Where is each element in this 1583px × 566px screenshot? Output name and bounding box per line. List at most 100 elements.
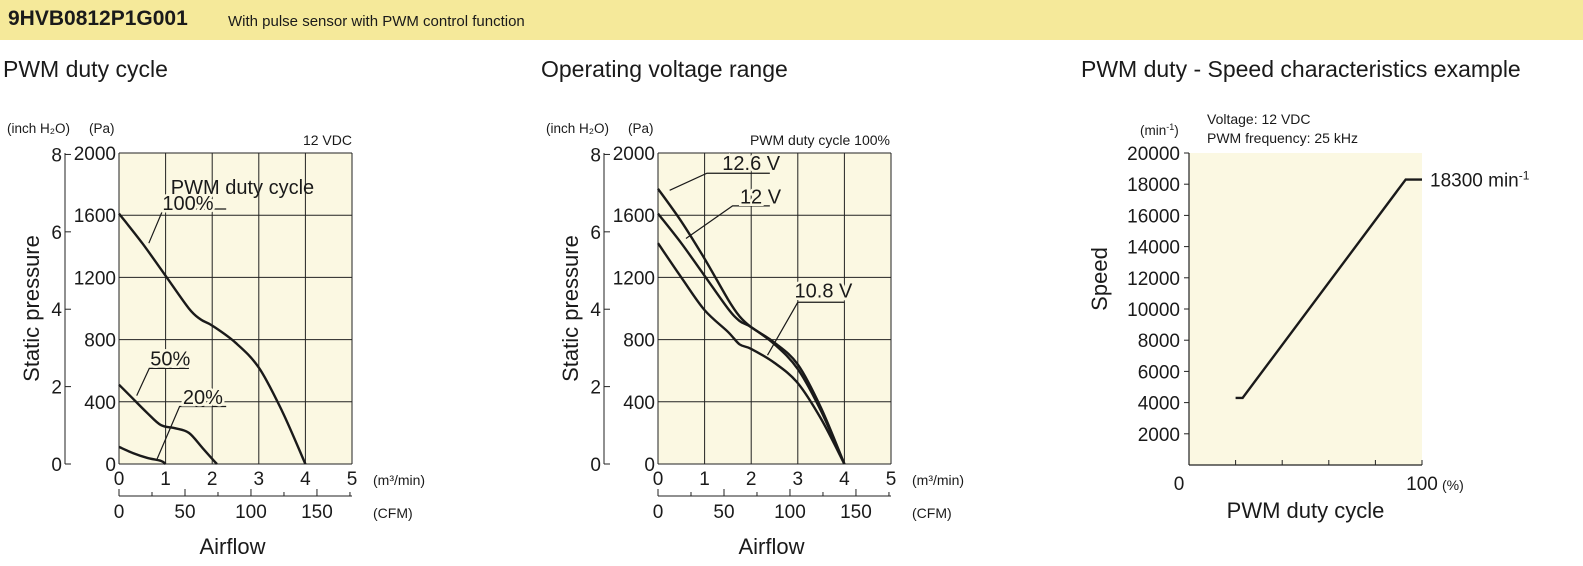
cfm-tick-label: 150 bbox=[840, 502, 872, 523]
y-axis-unit: (min-1) bbox=[1140, 122, 1179, 138]
y-axis-title: Static pressure bbox=[558, 235, 583, 382]
y-tick-label-pa: 800 bbox=[84, 331, 116, 352]
y-tick-label-inch: 6 bbox=[590, 223, 601, 244]
y-tick-label-inch: 4 bbox=[590, 300, 601, 321]
plot-area bbox=[1189, 153, 1422, 465]
y-tick-label-pa: 0 bbox=[105, 455, 116, 476]
y-tick-label-pa: 2000 bbox=[74, 144, 116, 165]
y-tick-label-pa: 0 bbox=[644, 455, 655, 476]
x-tick-label: 5 bbox=[886, 469, 897, 490]
x-axis-unit: (%) bbox=[1442, 477, 1464, 493]
series-line bbox=[118, 445, 167, 466]
y-tick-label: 2000 bbox=[1138, 425, 1180, 446]
x-axis-title: Airflow bbox=[199, 534, 265, 559]
y-tick-label-pa: 400 bbox=[623, 393, 655, 414]
series-label-leader bbox=[136, 367, 189, 396]
y-tick-label: 10000 bbox=[1127, 300, 1180, 321]
y-axis-unit-inch: (inch H₂O) bbox=[7, 121, 70, 136]
x-tick-label: 1 bbox=[160, 469, 171, 490]
y-tick-label-inch: 0 bbox=[51, 455, 62, 476]
y-tick-label-pa: 2000 bbox=[613, 144, 655, 165]
y-tick-label-pa: 800 bbox=[623, 331, 655, 352]
y-tick-label-inch: 4 bbox=[51, 300, 62, 321]
x-tick-label: 2 bbox=[207, 469, 218, 490]
y-tick-label-pa: 400 bbox=[84, 393, 116, 414]
series-label-leader bbox=[155, 405, 227, 462]
x-tick-label: 0 bbox=[653, 469, 664, 490]
x-tick-label: 0 bbox=[114, 469, 125, 490]
chart-condition-voltage: Voltage: 12 VDC bbox=[1207, 111, 1311, 127]
series-label-leader bbox=[669, 172, 770, 191]
cfm-tick-label: 150 bbox=[301, 502, 333, 523]
chart-title-speed-characteristics: PWM duty - Speed characteristics example bbox=[1081, 56, 1521, 82]
series-line bbox=[118, 212, 307, 465]
y-tick-label-pa: 1200 bbox=[613, 268, 655, 289]
y-axis-unit-pa: (Pa) bbox=[628, 121, 654, 136]
x-axis-title: PWM duty cycle bbox=[1227, 498, 1385, 523]
x-tick-label: 4 bbox=[300, 469, 311, 490]
chart-title-operating-voltage: Operating voltage range bbox=[541, 56, 788, 82]
legend-title: PWM duty cycle bbox=[171, 177, 314, 199]
y-tick-label-inch: 2 bbox=[590, 378, 601, 399]
x-tick-label: 3 bbox=[254, 469, 265, 490]
series-label: 10.8 V bbox=[795, 281, 853, 303]
y-tick-label-pa: 1600 bbox=[613, 206, 655, 227]
x-tick-label: 2 bbox=[746, 469, 757, 490]
max-speed-annotation: 18300 min-1 bbox=[1430, 169, 1530, 192]
cfm-tick-label: 50 bbox=[713, 502, 734, 523]
series-label: 12 V bbox=[740, 187, 782, 209]
x-tick-label: 100 bbox=[1406, 474, 1438, 495]
y-tick-label: 8000 bbox=[1138, 331, 1180, 352]
series-label-leader bbox=[766, 301, 845, 356]
x-tick-label: 4 bbox=[839, 469, 850, 490]
cfm-axis-unit: (CFM) bbox=[373, 505, 413, 521]
cfm-tick-label: 0 bbox=[114, 502, 125, 523]
series-label: 100% bbox=[162, 193, 213, 215]
y-tick-label-inch: 2 bbox=[51, 378, 62, 399]
series-label: 12.6 V bbox=[722, 153, 780, 175]
model-description: With pulse sensor with PWM control funct… bbox=[228, 13, 525, 30]
y-tick-label-inch: 6 bbox=[51, 223, 62, 244]
chart-condition-frequency: PWM frequency: 25 kHz bbox=[1207, 130, 1358, 146]
chart-condition: 12 VDC bbox=[303, 132, 352, 148]
series-label-leader bbox=[685, 205, 770, 240]
series-line bbox=[657, 212, 846, 465]
cfm-tick-label: 0 bbox=[653, 502, 664, 523]
cfm-tick-label: 50 bbox=[174, 502, 195, 523]
y-tick-label-pa: 1200 bbox=[74, 268, 116, 289]
x-axis-unit: (m³/min) bbox=[912, 472, 964, 488]
series-line bbox=[118, 383, 218, 465]
y-tick-label: 4000 bbox=[1138, 394, 1180, 415]
series-label: 20% bbox=[183, 387, 223, 409]
series-label-leader bbox=[148, 208, 227, 244]
series-line bbox=[657, 242, 846, 465]
x-axis-unit: (m³/min) bbox=[373, 472, 425, 488]
y-tick-label: 16000 bbox=[1127, 206, 1180, 227]
series-line bbox=[657, 188, 846, 465]
series-label: 50% bbox=[150, 348, 190, 370]
cfm-axis-unit: (CFM) bbox=[912, 505, 952, 521]
plot-area bbox=[119, 153, 352, 464]
y-tick-label: 20000 bbox=[1127, 144, 1180, 165]
y-tick-label-inch: 8 bbox=[590, 145, 601, 166]
y-tick-label-pa: 1600 bbox=[74, 206, 116, 227]
y-tick-label: 6000 bbox=[1138, 362, 1180, 383]
x-tick-label: 1 bbox=[699, 469, 710, 490]
chart-title-pwm-duty-cycle: PWM duty cycle bbox=[3, 56, 168, 82]
y-tick-label: 18000 bbox=[1127, 175, 1180, 196]
model-number: 9HVB0812P1G001 bbox=[8, 7, 188, 30]
cfm-tick-label: 100 bbox=[774, 502, 806, 523]
header-banner: 9HVB0812P1G001 With pulse sensor with PW… bbox=[0, 0, 1583, 40]
y-axis-title: Speed bbox=[1087, 247, 1112, 311]
plot-area bbox=[658, 153, 891, 464]
x-tick-label: 0 bbox=[1174, 474, 1185, 495]
x-axis-title: Airflow bbox=[738, 534, 804, 559]
chart-condition: PWM duty cycle 100% bbox=[750, 132, 890, 148]
series-line bbox=[1235, 178, 1422, 400]
y-tick-label: 14000 bbox=[1127, 238, 1180, 259]
cfm-tick-label: 100 bbox=[235, 502, 267, 523]
x-tick-label: 3 bbox=[793, 469, 804, 490]
y-tick-label: 12000 bbox=[1127, 269, 1180, 290]
y-axis-unit-pa: (Pa) bbox=[89, 121, 115, 136]
